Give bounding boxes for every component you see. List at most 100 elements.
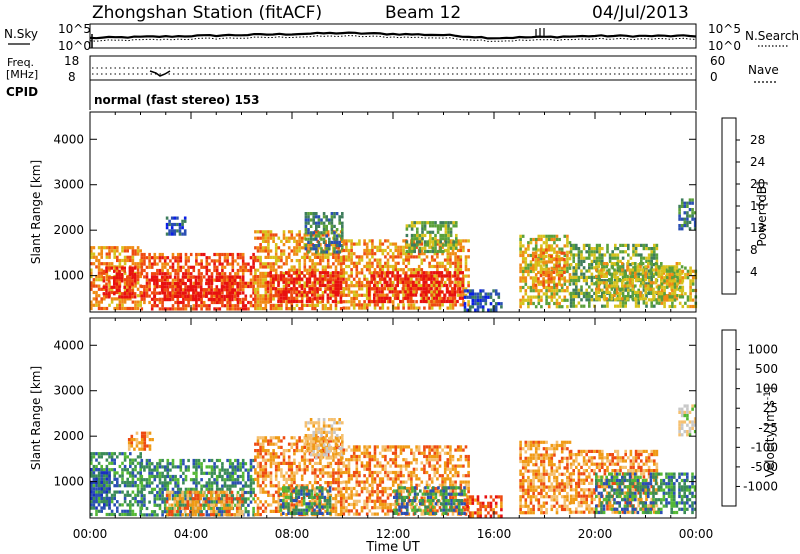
- heatmap-cell: [181, 275, 185, 279]
- heatmap-cell: [272, 268, 275, 272]
- heatmap-cell: [521, 257, 525, 261]
- heatmap-cell: [334, 259, 338, 263]
- heatmap-cell: [590, 279, 594, 283]
- heatmap-cell: [100, 452, 103, 456]
- heatmap-cell: [432, 283, 436, 288]
- heatmap-cell: [378, 287, 381, 291]
- heatmap-cell: [355, 296, 359, 301]
- heatmap-cell: [163, 262, 167, 266]
- heatmap-cell: [678, 217, 681, 221]
- heatmap-cell: [342, 239, 346, 243]
- heatmap-cell: [153, 252, 157, 257]
- heatmap-cell: [447, 237, 450, 241]
- heatmap-cell: [121, 474, 124, 478]
- heatmap-cell: [316, 287, 319, 291]
- heatmap-cell: [360, 271, 364, 275]
- heatmap-cell: [316, 294, 320, 298]
- heatmap-cell: [166, 510, 170, 514]
- heatmap-cell: [277, 259, 281, 263]
- heatmap-cell: [647, 247, 651, 251]
- heatmap-cell: [202, 288, 206, 292]
- heatmap-cell: [438, 287, 442, 291]
- heatmap-cell: [95, 512, 98, 517]
- heatmap-cell: [338, 240, 341, 244]
- heatmap-cell: [566, 263, 569, 267]
- heatmap-cell: [228, 278, 232, 282]
- heatmap-cell: [298, 249, 301, 253]
- heatmap-cell: [462, 245, 465, 249]
- heatmap-cell: [675, 294, 679, 298]
- heatmap-cell: [443, 248, 447, 253]
- heatmap-cell: [611, 272, 614, 276]
- heatmap-cell: [342, 293, 346, 297]
- heatmap-cell: [494, 308, 498, 312]
- heatmap-cell: [179, 252, 183, 257]
- heatmap-cell: [108, 452, 111, 456]
- heatmap-cell: [547, 260, 551, 264]
- heatmap-cell: [476, 302, 480, 306]
- heatmap-cell: [176, 265, 180, 269]
- heatmap-cell: [324, 290, 327, 294]
- heatmap-cell: [143, 484, 146, 488]
- heatmap-cell: [653, 256, 656, 260]
- heatmap-cell: [244, 304, 248, 308]
- heatmap-cell: [381, 306, 385, 310]
- heatmap-cell: [161, 297, 164, 301]
- heatmap-cell: [303, 252, 307, 256]
- heatmap-cell: [100, 262, 103, 266]
- heatmap-cell: [295, 239, 299, 243]
- heatmap-cell: [158, 272, 162, 276]
- heatmap-cell: [274, 255, 278, 259]
- heatmap-cell: [205, 294, 208, 298]
- heatmap-cell: [317, 224, 321, 228]
- heatmap-cell: [311, 259, 314, 263]
- heatmap-cell: [600, 271, 603, 275]
- heatmap-cell: [519, 305, 522, 309]
- heatmap-cell: [298, 239, 301, 243]
- heatmap-cell: [170, 222, 174, 227]
- heatmap-cell: [269, 233, 273, 237]
- heatmap-cell: [322, 212, 326, 216]
- heatmap-cell: [645, 282, 648, 286]
- heatmap-cell: [399, 299, 402, 304]
- heatmap-cell: [580, 285, 583, 289]
- heatmap-cell: [158, 503, 162, 507]
- heatmap-cell: [121, 477, 124, 481]
- heatmap-cell: [686, 269, 690, 273]
- heatmap-cell: [660, 278, 663, 282]
- heatmap-cell: [397, 255, 400, 259]
- heatmap-cell: [425, 296, 429, 301]
- heatmap-cell: [267, 294, 270, 298]
- heatmap-cell: [683, 220, 687, 224]
- heatmap-cell: [280, 259, 283, 263]
- heatmap-cell: [228, 282, 232, 286]
- heatmap-cell: [174, 465, 177, 469]
- heatmap-cell: [136, 490, 140, 494]
- heatmap-cell: [647, 275, 651, 279]
- heatmap-cell: [277, 246, 281, 250]
- heatmap-cell: [402, 306, 405, 310]
- heatmap-cell: [194, 298, 198, 302]
- heatmap-cell: [123, 271, 127, 275]
- heatmap-cell: [422, 277, 425, 281]
- heatmap-cell: [334, 293, 337, 297]
- heatmap-cell: [402, 296, 405, 301]
- heatmap-cell: [537, 282, 541, 286]
- heatmap-cell: [176, 478, 180, 482]
- heatmap-cell: [407, 252, 411, 256]
- heatmap-cell: [256, 294, 260, 298]
- heatmap-cell: [332, 255, 335, 259]
- heatmap-cell: [103, 294, 106, 298]
- heatmap-cell: [143, 487, 146, 491]
- heatmap-cell: [653, 250, 656, 254]
- heatmap-cell: [426, 230, 429, 234]
- heatmap-cell: [285, 239, 288, 243]
- heatmap-cell: [228, 300, 232, 305]
- heatmap-cell: [406, 296, 410, 300]
- heatmap-cell: [150, 462, 154, 466]
- heatmap-cell: [277, 274, 280, 278]
- heatmap-cell: [467, 268, 470, 272]
- heatmap-cell: [110, 285, 113, 289]
- heatmap-cell: [95, 452, 98, 456]
- heatmap-cell: [497, 295, 501, 299]
